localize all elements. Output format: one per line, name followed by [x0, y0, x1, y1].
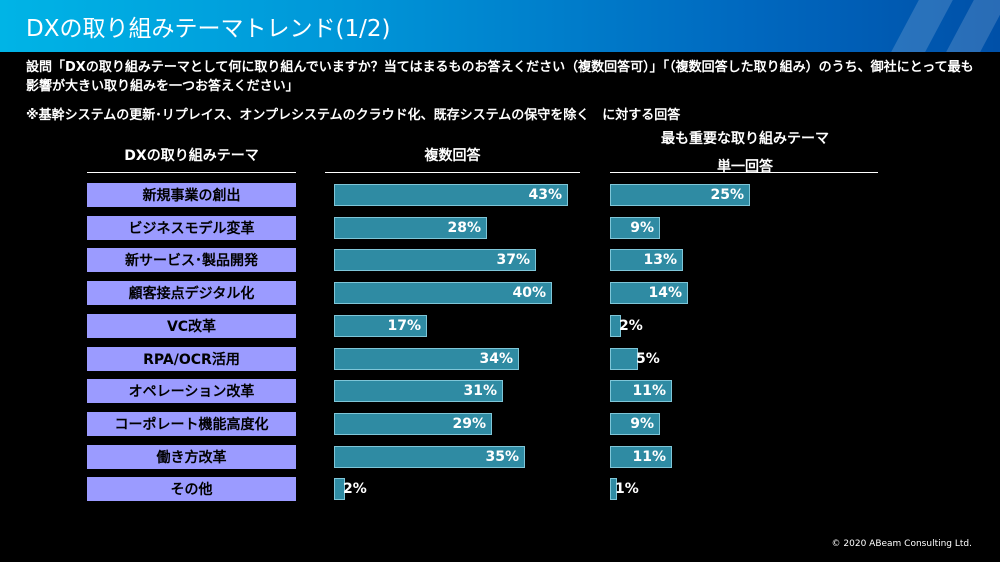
bar-multiple-answer — [334, 217, 487, 239]
bar-single-answer — [610, 446, 672, 468]
bar-single-answer — [610, 380, 672, 402]
title-bar: DXの取り組みテーマトレンド(1/2) — [0, 0, 1000, 52]
title-stripe — [946, 0, 1000, 52]
data-label-multiple-answer: 34% — [479, 351, 513, 367]
series1-header: 複数回答 — [424, 148, 481, 164]
category-label: 顧客接点デジタル化 — [87, 281, 296, 305]
note-text: ※基幹システムの更新･リプレイス、オンプレシステムのクラウド化、既存システムの保… — [26, 108, 681, 123]
category-label: その他 — [87, 477, 296, 501]
category-label: RPA/OCR活用 — [87, 347, 296, 371]
title-stripe — [891, 0, 953, 52]
category-header: DXの取り組みテーマ — [124, 148, 259, 164]
bar-multiple-answer — [334, 446, 525, 468]
category-header-line — [87, 172, 296, 173]
data-label-multiple-answer: 17% — [387, 318, 421, 334]
bar-multiple-answer — [334, 348, 519, 370]
bar-multiple-answer — [334, 413, 492, 435]
data-label-multiple-answer: 29% — [452, 416, 486, 432]
data-label-single-answer: 11% — [632, 449, 666, 465]
bar-multiple-answer — [334, 478, 345, 500]
data-label-single-answer: 11% — [632, 383, 666, 399]
bar-single-answer — [610, 348, 638, 370]
data-label-single-answer: 5% — [636, 351, 660, 367]
bar-multiple-answer — [334, 380, 503, 402]
data-label-multiple-answer: 31% — [463, 383, 497, 399]
category-label: 新規事業の創出 — [87, 183, 296, 207]
data-label-multiple-answer: 2% — [343, 481, 367, 497]
category-label: ビジネスモデル変革 — [87, 216, 296, 240]
data-label-multiple-answer: 43% — [528, 187, 562, 203]
bar-single-answer — [610, 249, 683, 271]
category-label: VC改革 — [87, 314, 296, 338]
series2-header: 最も重要な取り組みテーマ — [661, 131, 829, 147]
bar-single-answer — [610, 413, 660, 435]
series2-header-line — [610, 172, 878, 173]
page-title: DXの取り組みテーマトレンド(1/2) — [26, 16, 391, 42]
data-label-single-answer: 2% — [619, 318, 643, 334]
bar-single-answer — [610, 217, 660, 239]
data-label-multiple-answer: 28% — [447, 220, 481, 236]
data-label-single-answer: 1% — [615, 481, 639, 497]
data-label-multiple-answer: 40% — [512, 285, 546, 301]
category-label: コーポレート機能高度化 — [87, 412, 296, 436]
category-label: オペレーション改革 — [87, 379, 296, 403]
bar-single-answer — [610, 184, 750, 206]
category-label: 働き方改革 — [87, 445, 296, 469]
data-label-single-answer: 9% — [630, 220, 654, 236]
data-label-single-answer: 14% — [648, 285, 682, 301]
bar-single-answer — [610, 315, 621, 337]
bar-multiple-answer — [334, 315, 427, 337]
bar-multiple-answer — [334, 249, 536, 271]
bar-multiple-answer — [334, 282, 552, 304]
category-label: 新サービス･製品開発 — [87, 248, 296, 272]
data-label-single-answer: 13% — [643, 252, 677, 268]
series2-subheader: 単一回答 — [717, 159, 773, 175]
data-label-multiple-answer: 37% — [496, 252, 530, 268]
bar-multiple-answer — [334, 184, 568, 206]
series1-header-line — [325, 172, 580, 173]
copyright: © 2020 ABeam Consulting Ltd. — [831, 539, 972, 549]
data-label-single-answer: 25% — [710, 187, 744, 203]
data-label-single-answer: 9% — [630, 416, 654, 432]
data-label-multiple-answer: 35% — [485, 449, 519, 465]
question-text: 設問「DXの取り組みテーマとして何に取り組んでいますか？当てはまるものお答えくだ… — [26, 60, 974, 94]
bar-single-answer — [610, 282, 688, 304]
bar-single-answer — [610, 478, 617, 500]
